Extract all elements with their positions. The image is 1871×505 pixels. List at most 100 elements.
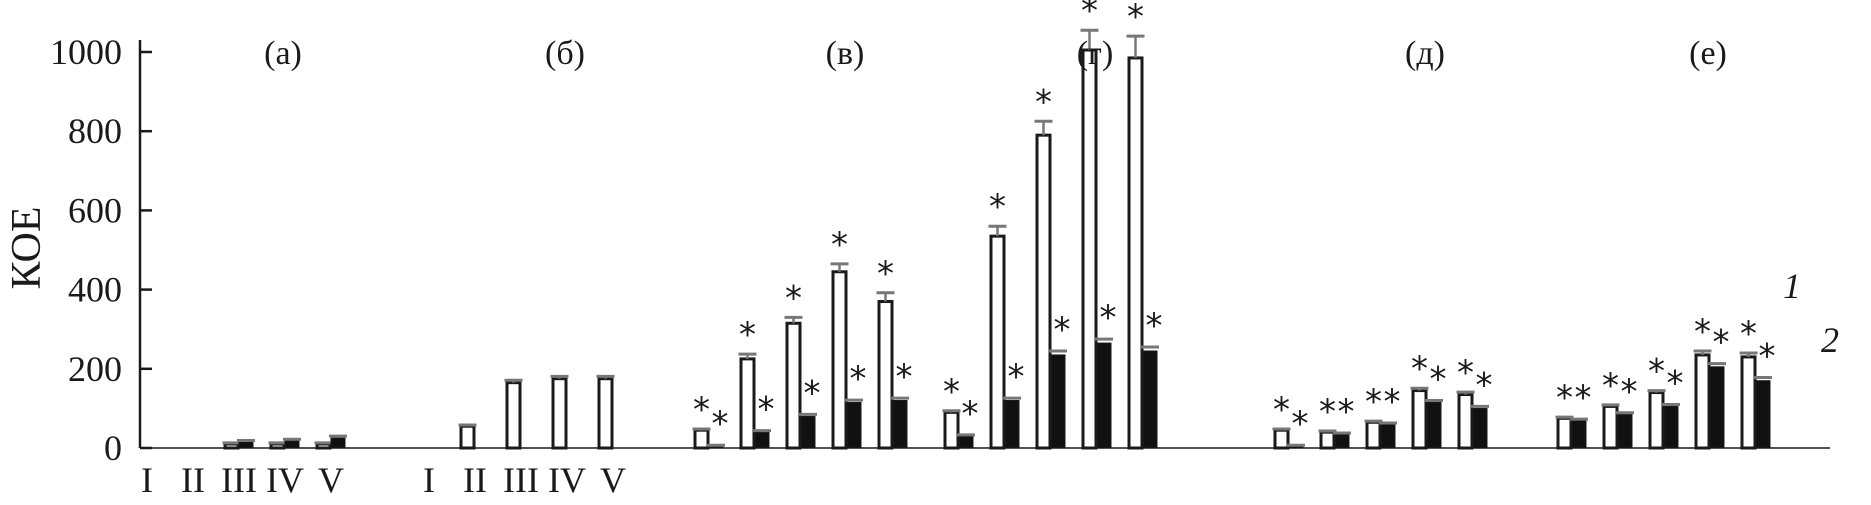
bar-series-1 <box>785 321 802 450</box>
bar-series-1 <box>877 299 894 450</box>
category-label: II <box>463 460 487 500</box>
panel-label: (е) <box>1689 35 1727 72</box>
significance-star-series-2: * <box>1384 382 1401 422</box>
bar-series-2 <box>958 435 974 449</box>
significance-star-series-1: * <box>739 315 756 355</box>
bar-series-1 <box>1127 56 1144 450</box>
bar-series-2 <box>1571 419 1587 449</box>
bar-series-1 <box>1602 404 1619 450</box>
significance-star-series-2: * <box>804 373 821 413</box>
bar-series-2 <box>1096 342 1112 449</box>
category-label: V <box>600 460 626 500</box>
significance-star-series-2: * <box>1146 306 1163 346</box>
bar-series-2 <box>846 401 862 449</box>
significance-star-series-2: * <box>1292 404 1309 444</box>
significance-star-series-1: * <box>1081 0 1098 31</box>
significance-star-series-1: * <box>693 390 710 430</box>
significance-star-series-2: * <box>962 394 979 434</box>
bar-series-1 <box>1035 133 1052 450</box>
significance-star-series-2: * <box>1054 310 1071 350</box>
y-axis-label: КОЕ <box>4 207 50 290</box>
bar-series-1 <box>1365 420 1382 450</box>
significance-star-series-2: * <box>1430 359 1447 399</box>
panel-label: (б) <box>545 35 585 72</box>
bar-series-2 <box>1617 413 1633 449</box>
bar-series-1 <box>223 442 240 450</box>
bar-series-2 <box>800 415 816 449</box>
significance-star-series-2: * <box>1667 363 1684 403</box>
panel-label: (д) <box>1405 35 1445 72</box>
bar-series-1 <box>1648 391 1665 450</box>
bar-series-1 <box>597 377 614 450</box>
bar-series-1 <box>739 357 756 450</box>
significance-star-series-1: * <box>877 254 894 294</box>
y-tick-label: 400 <box>68 270 122 310</box>
bar-series-2 <box>1709 366 1725 449</box>
panel-label: (а) <box>264 35 302 72</box>
bar-series-2 <box>1426 401 1442 449</box>
category-label: III <box>221 460 257 500</box>
bar-series-2 <box>754 431 770 449</box>
significance-star-series-1: * <box>1411 349 1428 389</box>
bar-series-1 <box>831 270 848 450</box>
bar-series-1 <box>1273 428 1290 450</box>
significance-star-series-1: * <box>785 278 802 318</box>
significance-star-series-1: * <box>1648 352 1665 392</box>
bar-series-1 <box>693 428 710 450</box>
significance-star-series-2: * <box>1476 365 1493 405</box>
significance-star-series-2: * <box>758 390 775 430</box>
y-tick-label: 600 <box>68 190 122 230</box>
bar-series-1 <box>1319 430 1336 450</box>
bar-series-2 <box>284 440 300 449</box>
significance-star-series-2: * <box>896 357 913 397</box>
significance-star-series-1: * <box>831 225 848 265</box>
significance-star-series-1: * <box>1556 378 1573 418</box>
bar-series-1 <box>989 234 1006 450</box>
significance-star-series-1: * <box>1319 392 1336 432</box>
labels: (а)I II III IV V(б)I II III IV V(в)* *********(г)… <box>141 0 1776 500</box>
significance-star-series-1: * <box>1035 82 1052 122</box>
significance-star-series-1: * <box>1127 0 1144 37</box>
bar-series-1 <box>943 410 960 450</box>
significance-star-series-1: * <box>1602 366 1619 406</box>
bar-series-2 <box>1334 433 1350 449</box>
bar-series-1 <box>1694 353 1711 450</box>
y-tick-label: 200 <box>68 349 122 389</box>
bar-series-1 <box>1457 393 1474 450</box>
significance-star-series-1: * <box>943 372 960 412</box>
bars <box>222 28 1772 450</box>
bar-series-1 <box>1740 355 1757 450</box>
bar-series-2 <box>1380 423 1396 449</box>
bar-series-1 <box>551 377 568 450</box>
significance-star-series-1: * <box>989 187 1006 227</box>
bar-series-2 <box>1004 399 1020 449</box>
category-label: III <box>503 460 539 500</box>
significance-star-series-2: * <box>1575 378 1592 418</box>
axes: 0 200 400 600 800 1000 <box>50 32 1830 468</box>
bar-series-1 <box>459 424 476 450</box>
significance-star-series-2: * <box>1621 372 1638 412</box>
bar-series-2 <box>238 441 254 449</box>
bar-series-1 <box>1081 48 1098 450</box>
bar-series-2 <box>330 437 346 449</box>
bar-series-2 <box>1050 354 1066 449</box>
bar-series-1 <box>269 442 286 450</box>
significance-star-series-2: * <box>850 359 867 399</box>
significance-star-series-2: * <box>1008 357 1025 397</box>
category-label: IV <box>548 460 586 500</box>
bar-series-1 <box>505 381 522 450</box>
significance-star-series-1: * <box>1457 353 1474 393</box>
panel-label: (г) <box>1077 35 1114 72</box>
bar-series-2 <box>1755 380 1771 449</box>
significance-star-series-2: * <box>1759 337 1776 377</box>
category-label: I <box>141 460 153 500</box>
bar-series-1 <box>315 442 332 450</box>
panel-label: (в) <box>826 35 865 72</box>
bar-series-1 <box>1556 416 1573 450</box>
category-label: V <box>318 460 344 500</box>
bar-series-2 <box>1472 407 1488 449</box>
category-label: II <box>181 460 205 500</box>
significance-star-series-1: * <box>1273 390 1290 430</box>
significance-star-series-1: * <box>1694 312 1711 352</box>
y-tick-label: 1000 <box>50 32 122 72</box>
